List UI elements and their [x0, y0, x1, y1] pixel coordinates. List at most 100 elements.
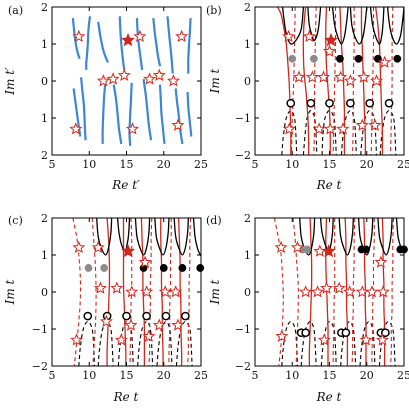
- panel-d-open-star-7: [343, 285, 357, 298]
- panel-b-dashed-curve-1-1: [313, 7, 317, 155]
- panel-b-xtick-label-1: 10: [285, 158, 299, 171]
- panel-b-ytick-label-1: 1: [244, 38, 251, 51]
- panel-d-dashed-curve-1-2: [332, 218, 336, 366]
- panel-a-curve-0-6: [118, 16, 126, 71]
- panel-a-curve-0-13: [166, 16, 174, 74]
- panel-a-curve-0-0: [71, 18, 81, 60]
- panel-c-ytick-label-3: −1: [32, 323, 48, 336]
- panel-d-dashed-curve-0-1: [300, 321, 317, 366]
- panel-d-curve-0-1: [325, 218, 329, 366]
- panel-d-xtick-label-3: 20: [360, 369, 374, 382]
- panel-b-open-star-11: [282, 122, 296, 135]
- panel-b-dashed-curve-0-4: [360, 110, 377, 155]
- panel-c-open-star-6: [140, 285, 154, 298]
- panel-d-dashed-curve-0-3: [340, 321, 357, 366]
- panel-d-open-circle-5: [381, 328, 390, 338]
- panel-a-open-star-11: [171, 118, 185, 131]
- panel-b-open-star-14: [336, 122, 350, 135]
- panel-a-curve-0-14: [174, 88, 184, 145]
- panel-d-xtick-label-1: 10: [285, 369, 299, 382]
- panel-b-dashed-curve-1-3: [352, 7, 355, 155]
- panel-b-black-dot-0: [336, 54, 344, 63]
- panel-d-ytick-label-1: 1: [244, 249, 251, 262]
- panel-b-filled-star-0: [324, 33, 338, 47]
- panel-c-open-star-12: [171, 318, 185, 331]
- panel-c-open-star-5: [138, 255, 152, 268]
- panel-d-open-star-0: [274, 240, 288, 254]
- panel-d-dashed-curve-1-1: [292, 218, 299, 366]
- panel-b-open-star-2: [323, 44, 336, 57]
- panel-d-black-dot-1: [362, 245, 370, 254]
- panel-c-open-star-3: [110, 281, 124, 294]
- panel-c-open-circle-4: [161, 311, 171, 321]
- panel-b-curve-0-5: [375, 7, 384, 155]
- panel-b-gray-dot-1: [309, 54, 318, 63]
- panel-c-xtick-label-2: 15: [120, 369, 134, 382]
- panel-a-curve-0-5: [101, 80, 107, 144]
- panel-d-ytick-label-0: 2: [244, 212, 251, 225]
- panel-b-curve-1-5: [386, 7, 404, 45]
- panel-a-curve-0-3: [72, 88, 82, 137]
- panel-a-ytick-label-4: 2: [41, 149, 48, 162]
- panel-c-dashed-curve-0-0: [78, 321, 96, 366]
- panel-c-xtick-label-3: 20: [157, 369, 171, 382]
- panel-c-ytick-label-1: 1: [41, 249, 48, 262]
- panel-a-open-star-0: [72, 29, 86, 43]
- panel-c-open-star-4: [125, 285, 139, 298]
- panel-b-curve-1-4: [369, 7, 385, 45]
- panel-d-curve-1-0: [299, 218, 316, 256]
- panel-a-curve-0-10: [142, 78, 153, 141]
- panel-d-open-star-5: [320, 281, 334, 294]
- panel-c-gray-dot-1: [100, 264, 109, 272]
- panel-a-label: (a): [8, 4, 23, 17]
- panel-d-xtick-label-0: 5: [252, 369, 259, 382]
- panel-b-open-star-0: [282, 29, 296, 43]
- panel-c-dashed-curve-0-2: [117, 321, 134, 366]
- panel-b-curve-0-1: [302, 7, 310, 155]
- panel-a-xtick-label-3: 20: [157, 158, 171, 171]
- panel-a-curve-0-2: [80, 77, 87, 141]
- panel-b-dashed-curve-0-1: [302, 110, 318, 155]
- panel-c-curve-0-4: [177, 218, 183, 366]
- panel-b-curve-1-2: [331, 7, 349, 45]
- panel-a-ytick-label-1: 1: [41, 38, 48, 51]
- panel-b-black-dot-3: [393, 54, 402, 63]
- panel-c-xtick-label-1: 10: [82, 369, 96, 382]
- panel-b-open-circle-5: [384, 98, 394, 108]
- panel-b-ytick-label-2: 0: [244, 75, 251, 88]
- panel-d-open-star-12: [275, 329, 289, 342]
- panel-a-curve-0-1: [85, 16, 92, 70]
- panel-a-ytick-label-2: 0: [41, 75, 48, 88]
- panel-b-xtick-label-4: 25: [397, 158, 409, 171]
- panel-c-curve-1-0: [96, 218, 113, 256]
- panel-a-curve-0-16: [186, 92, 193, 137]
- panel-b-open-star-6: [334, 70, 348, 83]
- panel-c-dashed-curve-0-4: [156, 321, 173, 366]
- panel-c-curve-1-2: [134, 218, 151, 256]
- panel-a-xtick-label-1: 10: [82, 158, 96, 171]
- panel-a-open-star-10: [125, 122, 139, 135]
- panel-d-label: (d): [206, 214, 222, 227]
- panel-c-open-star-2: [93, 281, 107, 294]
- panel-a-open-star-4: [133, 29, 147, 43]
- panel-d-dashed-curve-0-0: [281, 321, 299, 366]
- panel-b-curve-0-4: [360, 7, 366, 155]
- panel-a-filled-star-0: [121, 33, 135, 47]
- panel-b-open-circle-4: [365, 98, 375, 108]
- panel-d-open-star-3: [299, 285, 313, 298]
- panel-d-open-star-15: [375, 333, 389, 346]
- panel-a-curve-0-7: [112, 84, 123, 145]
- panel-c-open-star-15: [142, 329, 156, 342]
- panel-c-open-circle-2: [122, 311, 131, 321]
- panel-d-dashed-curve-0-2: [320, 321, 337, 366]
- panel-a-open-star-7: [166, 74, 180, 87]
- panel-b-open-star-5: [317, 70, 331, 83]
- panel-c-curve-0-1: [122, 218, 127, 366]
- panel-a-xtick-label-4: 25: [194, 158, 208, 171]
- panel-b-ytick-label-0: 2: [244, 1, 251, 14]
- panel-c-curve-1-4: [173, 218, 189, 256]
- panel-c-xtick-label-4: 25: [194, 369, 208, 382]
- panel-b-open-star-12: [312, 122, 326, 135]
